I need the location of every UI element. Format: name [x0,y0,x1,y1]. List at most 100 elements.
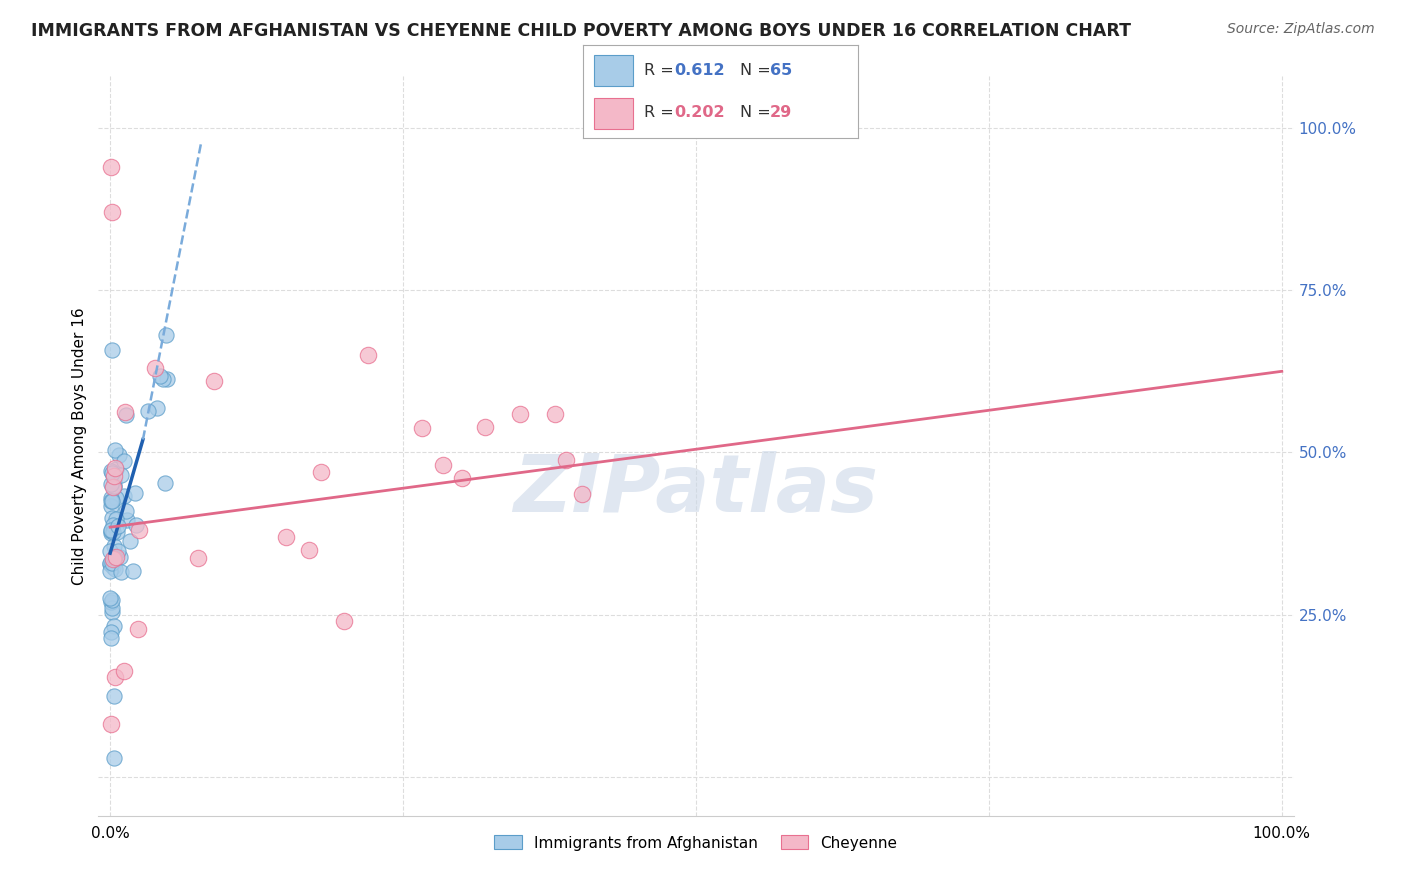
Point [187,551,209,566]
Point [100,523,122,537]
Legend: Immigrants from Afghanistan, Cheyenne: Immigrants from Afghanistan, Cheyenne [488,830,904,856]
Point [357,348,380,362]
Point [115,504,138,518]
Point [101,552,124,566]
Point [101,559,124,574]
Text: N =: N = [740,105,776,120]
Point [100,558,122,572]
Point [153,475,176,490]
Point [103,474,125,488]
Point [571,486,593,500]
Point [110,565,132,579]
Point [107,544,129,558]
Point [104,550,127,565]
Point [100,595,122,609]
Point [202,374,225,388]
Point [100,716,122,731]
Point [100,494,122,508]
Point [115,408,138,422]
Point [104,512,127,526]
Point [103,479,125,493]
Point [115,513,138,527]
Point [103,562,125,576]
Point [98,564,121,578]
Point [112,454,135,468]
FancyBboxPatch shape [595,98,633,129]
Point [100,631,122,645]
Point [103,524,125,539]
Point [333,615,356,629]
Text: Source: ZipAtlas.com: Source: ZipAtlas.com [1227,22,1375,37]
Point [101,466,124,480]
Point [120,534,142,549]
Point [101,480,124,494]
Point [474,419,496,434]
Point [104,670,127,684]
Point [125,517,148,532]
Text: 0.202: 0.202 [673,105,724,120]
Point [114,405,136,419]
Point [156,372,179,386]
Point [149,368,172,383]
Point [103,750,125,764]
Point [100,591,122,606]
Text: R =: R = [644,105,679,120]
Point [107,448,129,462]
Text: IMMIGRANTS FROM AFGHANISTAN VS CHEYENNE CHILD POVERTY AMONG BOYS UNDER 16 CORREL: IMMIGRANTS FROM AFGHANISTAN VS CHEYENNE … [31,22,1130,40]
Point [98,556,121,570]
Point [100,343,122,358]
Point [127,623,149,637]
Point [152,372,174,386]
Point [298,542,321,557]
Point [100,524,122,538]
Point [274,530,297,544]
Point [509,407,531,421]
Point [309,465,332,479]
Point [136,404,159,418]
Point [100,464,122,478]
Point [101,592,124,607]
Point [100,476,122,491]
Point [112,490,135,504]
Point [124,486,146,500]
FancyBboxPatch shape [595,55,633,86]
Point [100,491,122,505]
Point [100,494,122,508]
Point [100,160,122,174]
Point [108,549,131,564]
Text: ZIPatlas: ZIPatlas [513,451,879,530]
Point [103,689,125,703]
Point [100,525,122,540]
Point [103,479,125,493]
Point [100,500,122,514]
Point [450,471,472,485]
Text: N =: N = [740,62,776,78]
Point [104,462,127,476]
Point [103,443,125,458]
Point [544,407,567,421]
Point [103,469,125,483]
Point [100,625,122,640]
Text: 29: 29 [770,105,792,120]
Point [555,453,578,467]
Point [146,401,169,416]
Y-axis label: Child Poverty Among Boys Under 16: Child Poverty Among Boys Under 16 [72,307,87,585]
Point [432,458,454,472]
Point [101,605,124,619]
Point [143,361,166,376]
Point [107,518,129,533]
Point [104,460,127,475]
Point [155,327,177,342]
Point [112,665,135,679]
Point [105,491,128,505]
Point [103,619,125,633]
Point [101,511,124,525]
Text: 0.612: 0.612 [673,62,724,78]
Text: 65: 65 [770,62,792,78]
Text: R =: R = [644,62,679,78]
Point [101,518,124,533]
Point [103,539,125,553]
Point [128,524,150,538]
Point [122,564,145,578]
Point [100,556,122,570]
